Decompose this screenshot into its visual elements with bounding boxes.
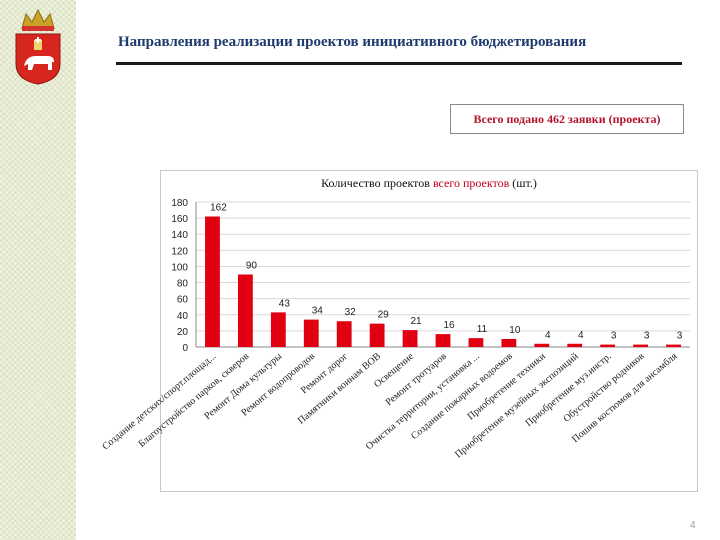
bar bbox=[633, 344, 649, 347]
bar bbox=[600, 344, 616, 347]
bar bbox=[666, 344, 681, 347]
data-label: 4 bbox=[545, 330, 551, 341]
chart-title-highlight: всего проектов bbox=[432, 176, 510, 190]
chart-title: Количество проектов всего проектов (шт.) bbox=[160, 176, 698, 191]
bar bbox=[237, 274, 253, 347]
total-applications-note: Всего подано 462 заявки (проекта) bbox=[450, 104, 684, 134]
chart-frame bbox=[160, 170, 698, 492]
data-label: 16 bbox=[443, 320, 455, 331]
y-tick-label: 100 bbox=[171, 262, 188, 273]
data-label: 21 bbox=[411, 316, 423, 327]
data-label: 4 bbox=[578, 330, 584, 341]
bar bbox=[468, 338, 484, 347]
bar bbox=[336, 321, 352, 347]
y-tick-label: 40 bbox=[177, 311, 189, 322]
bar bbox=[369, 323, 385, 347]
decorative-side-stripe bbox=[0, 0, 76, 540]
bar bbox=[402, 330, 418, 347]
y-tick-label: 20 bbox=[177, 327, 189, 338]
data-label: 162 bbox=[210, 203, 227, 214]
data-label: 11 bbox=[477, 324, 488, 335]
chart-title-part1: Количество проектов bbox=[321, 176, 433, 190]
data-label: 43 bbox=[279, 298, 291, 309]
title-divider bbox=[116, 62, 682, 65]
perm-krai-coat-of-arms-icon bbox=[15, 8, 61, 85]
bar bbox=[534, 343, 550, 347]
data-label: 3 bbox=[677, 331, 683, 342]
data-label: 10 bbox=[509, 325, 521, 336]
y-tick-label: 140 bbox=[171, 230, 188, 241]
data-label: 90 bbox=[246, 261, 258, 272]
data-label: 29 bbox=[378, 310, 390, 321]
y-tick-label: 0 bbox=[182, 343, 188, 354]
bar bbox=[270, 312, 286, 347]
y-tick-label: 160 bbox=[171, 214, 188, 225]
page-number: 4 bbox=[690, 520, 696, 531]
bar bbox=[435, 334, 451, 347]
page-title: Направления реализации проектов инициати… bbox=[118, 34, 587, 50]
bar bbox=[205, 216, 220, 347]
bar bbox=[303, 319, 319, 347]
y-tick-label: 60 bbox=[177, 295, 189, 306]
y-tick-label: 180 bbox=[171, 198, 188, 209]
data-label: 32 bbox=[345, 307, 357, 318]
data-label: 34 bbox=[312, 306, 324, 317]
y-tick-label: 120 bbox=[171, 246, 188, 257]
chart-title-part2: (шт.) bbox=[509, 176, 537, 190]
data-label: 3 bbox=[644, 331, 650, 342]
data-label: 3 bbox=[611, 331, 617, 342]
bar bbox=[501, 338, 517, 347]
y-tick-label: 80 bbox=[177, 279, 189, 290]
bar bbox=[567, 343, 583, 347]
